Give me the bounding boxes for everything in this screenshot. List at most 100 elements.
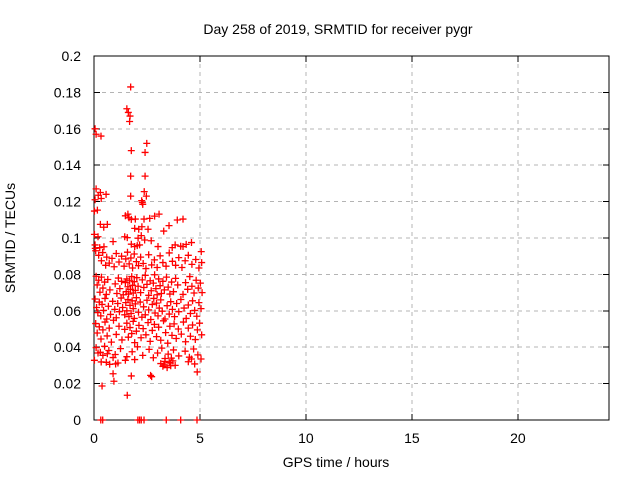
data-point-marker xyxy=(127,372,135,380)
data-point-marker xyxy=(128,330,136,338)
data-point-marker xyxy=(196,279,204,287)
data-point-marker xyxy=(191,306,199,314)
data-point-marker xyxy=(92,185,100,193)
data-point-marker xyxy=(123,248,131,256)
data-point-marker xyxy=(150,256,158,264)
y-tick-label: 0.12 xyxy=(54,194,81,210)
data-point-marker xyxy=(130,250,138,258)
data-point-marker xyxy=(187,355,195,363)
y-tick-label: 0.06 xyxy=(54,303,81,319)
data-point-marker xyxy=(118,336,126,344)
data-point-marker xyxy=(151,212,159,220)
data-point-marker xyxy=(141,172,149,180)
y-tick-label: 0.2 xyxy=(62,48,82,64)
data-point-marker xyxy=(124,108,132,116)
data-point-marker xyxy=(189,321,197,329)
data-point-marker xyxy=(90,230,98,238)
data-point-marker xyxy=(164,339,172,347)
data-point-marker xyxy=(145,251,153,259)
data-point-marker xyxy=(171,313,179,321)
data-point-marker xyxy=(197,305,205,313)
data-point-marker xyxy=(159,259,167,267)
data-point-marker xyxy=(100,243,108,251)
axis-ticks xyxy=(93,55,609,421)
data-point-marker xyxy=(179,215,187,223)
data-point-marker xyxy=(148,326,156,334)
data-point-marker xyxy=(153,333,161,341)
data-point-marker xyxy=(99,351,107,359)
data-point-marker xyxy=(126,118,134,126)
data-point-marker xyxy=(93,329,101,337)
data-point-marker xyxy=(118,277,126,285)
data-point-marker xyxy=(139,351,147,359)
data-point-marker xyxy=(124,210,132,218)
data-point-marker xyxy=(162,262,170,270)
data-point-marker xyxy=(154,312,162,320)
data-point-marker xyxy=(175,352,183,360)
data-point-marker xyxy=(143,280,151,288)
data-point-marker xyxy=(102,190,110,198)
data-point-marker xyxy=(132,258,140,266)
data-point-marker xyxy=(125,260,133,268)
data-point-marker xyxy=(121,356,129,364)
data-point-marker xyxy=(124,333,132,341)
data-point-marker xyxy=(127,310,135,318)
data-point-marker xyxy=(109,370,117,378)
data-point-marker xyxy=(153,299,161,307)
data-point-marker xyxy=(132,294,140,302)
x-tick-label: 10 xyxy=(298,430,314,446)
data-point-marker xyxy=(95,251,103,259)
data-point-marker xyxy=(135,308,143,316)
data-point-marker xyxy=(143,296,151,304)
data-point-marker xyxy=(178,263,186,271)
data-point-marker xyxy=(177,330,185,338)
data-point-marker xyxy=(187,239,195,247)
data-point-marker xyxy=(191,360,199,368)
data-point-marker xyxy=(133,274,141,282)
data-point-marker xyxy=(162,273,170,281)
data-point-marker xyxy=(105,346,113,354)
data-point-marker xyxy=(110,377,118,385)
data-point-marker xyxy=(197,355,205,363)
data-point-marker xyxy=(142,192,150,200)
data-point-marker xyxy=(131,300,139,308)
data-point-marker xyxy=(144,319,152,327)
data-point-marker xyxy=(193,368,201,376)
data-point-marker xyxy=(136,298,144,306)
data-point-marker xyxy=(181,347,189,355)
data-point-marker xyxy=(103,350,111,358)
y-tick-label: 0 xyxy=(73,412,81,428)
data-point-marker xyxy=(92,272,100,280)
data-point-marker xyxy=(179,290,187,298)
data-points xyxy=(90,83,206,424)
axis-tick-labels: 0 5 10 15 20 0 0.02 0.04 0.06 0.08 0.1 0.12 0.14 0.16… xyxy=(54,48,526,446)
data-point-marker xyxy=(165,310,173,318)
data-point-marker xyxy=(102,261,110,269)
data-point-marker xyxy=(159,362,167,370)
data-point-marker xyxy=(195,264,203,272)
data-point-marker xyxy=(103,332,111,340)
data-point-marker xyxy=(184,251,192,259)
data-point-marker xyxy=(146,214,154,222)
data-point-marker xyxy=(174,325,182,333)
data-point-marker xyxy=(123,307,131,315)
data-point-marker xyxy=(127,147,135,155)
data-point-marker xyxy=(114,300,122,308)
data-point-marker xyxy=(175,308,183,316)
data-point-marker xyxy=(138,223,146,231)
data-point-marker xyxy=(97,132,105,140)
data-point-marker xyxy=(162,416,170,424)
y-tick-label: 0.18 xyxy=(54,84,81,100)
data-point-marker xyxy=(99,249,107,257)
data-point-marker xyxy=(145,291,153,299)
x-tick-label: 5 xyxy=(196,430,204,446)
data-point-marker xyxy=(171,361,179,369)
data-point-marker xyxy=(95,323,103,331)
data-point-marker xyxy=(131,339,139,347)
data-point-marker xyxy=(166,290,174,298)
data-point-marker xyxy=(128,273,136,281)
data-point-marker xyxy=(150,320,158,328)
data-point-marker xyxy=(154,243,162,251)
data-point-marker xyxy=(169,346,177,354)
